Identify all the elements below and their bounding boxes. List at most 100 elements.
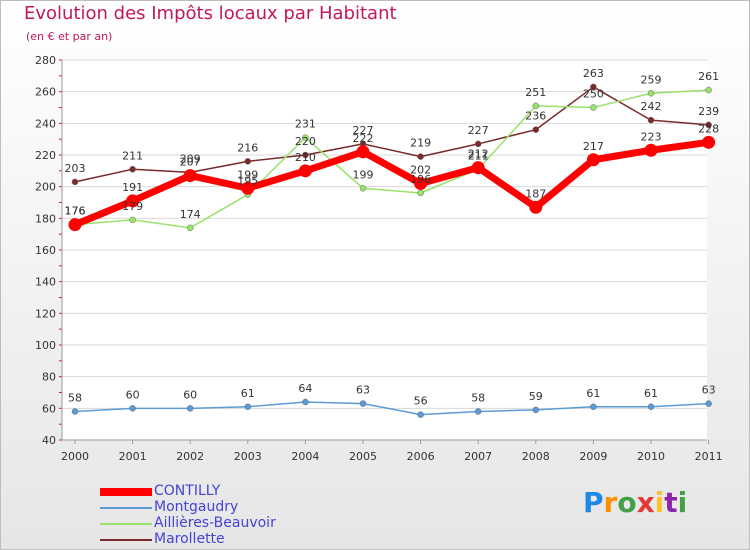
data-point-marollette bbox=[474, 140, 482, 148]
data-point-aillieres-beauvoir bbox=[590, 104, 597, 111]
data-point-aillieres-beauvoir bbox=[359, 185, 367, 192]
legend-label-montgaudry: Montgaudry bbox=[154, 499, 239, 515]
data-point-contilly bbox=[414, 177, 428, 190]
y-tick-label: 240 bbox=[35, 117, 56, 130]
data-label-contilly: 176 bbox=[65, 205, 86, 218]
data-point-montgaudry bbox=[302, 398, 309, 406]
logo-letter: i bbox=[654, 486, 665, 519]
data-label-contilly: 212 bbox=[468, 148, 489, 161]
data-label-aillieres-beauvoir: 211 bbox=[468, 149, 489, 162]
logo-letter: x bbox=[636, 486, 655, 519]
data-label-contilly: 187 bbox=[525, 187, 546, 200]
data-label-marollette: 227 bbox=[468, 124, 489, 137]
data-label-contilly: 199 bbox=[237, 168, 258, 181]
x-tick-label: 2009 bbox=[579, 450, 607, 463]
data-point-contilly bbox=[298, 164, 312, 178]
data-label-marollette: 216 bbox=[237, 141, 258, 154]
data-point-aillieres-beauvoir bbox=[302, 134, 309, 141]
data-point-montgaudry bbox=[417, 411, 424, 418]
series-line-marollette bbox=[74, 86, 709, 183]
x-tick-label: 2004 bbox=[291, 450, 319, 463]
data-label-montgaudry: 60 bbox=[126, 388, 140, 401]
data-label-montgaudry: 56 bbox=[414, 395, 428, 408]
proxiti-logo: Proxiti bbox=[583, 486, 687, 519]
data-point-montgaudry bbox=[590, 403, 597, 410]
data-label-marollette: 209 bbox=[180, 152, 201, 165]
x-tick-label: 2007 bbox=[464, 450, 492, 463]
data-label-montgaudry: 63 bbox=[702, 384, 716, 397]
data-label-aillieres-beauvoir: 231 bbox=[295, 118, 316, 131]
data-label-aillieres-beauvoir: 259 bbox=[641, 73, 662, 86]
data-label-marollette: 263 bbox=[583, 67, 604, 80]
data-label-aillieres-beauvoir: 251 bbox=[525, 86, 546, 99]
x-tick-label: 2008 bbox=[522, 450, 550, 463]
data-label-aillieres-beauvoir: 174 bbox=[180, 208, 201, 221]
data-label-montgaudry: 61 bbox=[586, 387, 600, 400]
logo-letter: r bbox=[603, 486, 618, 519]
data-label-marollette: 220 bbox=[295, 135, 316, 148]
data-label-aillieres-beauvoir: 176 bbox=[65, 205, 86, 218]
y-tick-label: 40 bbox=[42, 434, 56, 447]
data-point-marollette bbox=[532, 126, 540, 133]
data-label-aillieres-beauvoir: 195 bbox=[237, 175, 258, 188]
x-tick-label: 2010 bbox=[637, 450, 665, 463]
data-point-montgaudry bbox=[129, 405, 136, 412]
data-label-marollette: 227 bbox=[353, 124, 374, 137]
data-label-aillieres-beauvoir: 196 bbox=[410, 173, 431, 186]
data-label-aillieres-beauvoir: 261 bbox=[698, 70, 719, 83]
x-tick-label: 2001 bbox=[119, 450, 147, 463]
data-point-marollette bbox=[129, 166, 136, 173]
y-tick-label: 100 bbox=[35, 339, 56, 352]
x-tick-label: 2003 bbox=[234, 450, 262, 463]
x-tick-label: 2011 bbox=[695, 450, 723, 463]
data-point-aillieres-beauvoir bbox=[129, 216, 136, 224]
chart-subtitle: (en € et par an) bbox=[26, 30, 113, 43]
legend-swatch-montgaudry bbox=[100, 507, 152, 509]
data-label-montgaudry: 58 bbox=[68, 392, 82, 405]
data-label-montgaudry: 61 bbox=[241, 387, 255, 400]
data-point-contilly bbox=[68, 218, 82, 232]
data-label-montgaudry: 63 bbox=[356, 384, 370, 397]
data-point-montgaudry bbox=[244, 403, 252, 410]
data-point-marollette bbox=[71, 178, 79, 186]
data-label-contilly: 217 bbox=[583, 140, 604, 153]
data-label-aillieres-beauvoir: 250 bbox=[583, 88, 604, 101]
x-tick-label: 2000 bbox=[61, 450, 89, 463]
data-point-montgaudry bbox=[186, 405, 194, 412]
y-tick-label: 260 bbox=[35, 86, 56, 99]
data-point-marollette bbox=[302, 151, 309, 159]
data-point-contilly bbox=[644, 143, 658, 157]
chart-title: Evolution des Impôts locaux par Habitant bbox=[24, 3, 397, 24]
legend-label-contilly: CONTILLY bbox=[154, 483, 221, 499]
logo-letter: i bbox=[677, 486, 688, 519]
data-point-aillieres-beauvoir bbox=[186, 224, 194, 232]
data-point-montgaudry bbox=[71, 408, 79, 415]
data-label-contilly: 207 bbox=[180, 156, 201, 169]
data-label-contilly: 202 bbox=[410, 164, 431, 177]
data-label-marollette: 203 bbox=[65, 162, 86, 175]
data-point-montgaudry bbox=[359, 400, 367, 407]
data-label-contilly: 222 bbox=[353, 132, 374, 145]
legend-swatch-marollette bbox=[100, 539, 152, 541]
y-tick-label: 60 bbox=[42, 402, 56, 415]
y-tick-label: 120 bbox=[35, 307, 56, 320]
data-label-montgaudry: 61 bbox=[644, 387, 658, 400]
y-tick-label: 160 bbox=[35, 244, 56, 257]
data-label-contilly: 228 bbox=[698, 122, 719, 135]
data-point-marollette bbox=[244, 158, 252, 165]
logo-letter: P bbox=[583, 486, 604, 519]
x-tick-label: 2005 bbox=[349, 450, 377, 463]
data-label-marollette: 239 bbox=[698, 105, 719, 118]
x-tick-label: 2002 bbox=[176, 450, 204, 463]
data-point-montgaudry bbox=[474, 408, 482, 415]
series-line-contilly bbox=[73, 138, 710, 228]
data-point-contilly bbox=[356, 145, 370, 159]
data-point-contilly bbox=[529, 200, 543, 214]
logo-letter: o bbox=[617, 486, 637, 519]
data-label-marollette: 242 bbox=[641, 100, 662, 113]
data-point-marollette bbox=[647, 116, 655, 124]
data-point-contilly bbox=[241, 181, 255, 195]
data-label-marollette: 211 bbox=[122, 149, 143, 162]
data-label-montgaudry: 64 bbox=[298, 382, 312, 395]
